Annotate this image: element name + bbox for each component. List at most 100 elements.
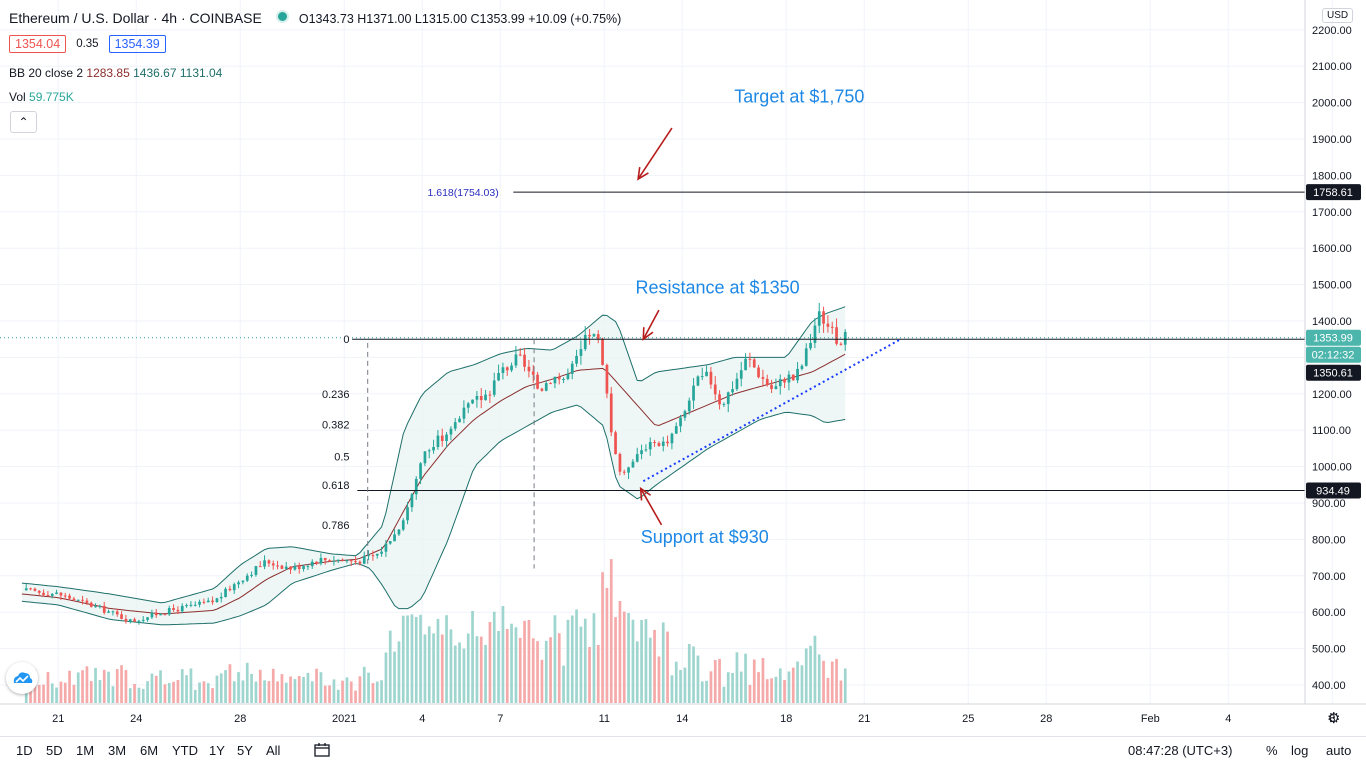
symbol-title[interactable]: Ethereum / U.S. Dollar · 4h · COINBASE (9, 10, 262, 26)
candle-body (731, 389, 734, 393)
candle-body (657, 443, 661, 446)
time-tick-label: 4 (419, 713, 425, 725)
candle-body (419, 463, 422, 479)
volume-bar (258, 669, 262, 703)
volume-bar (42, 684, 45, 703)
volume-bar (514, 627, 518, 703)
time-tick-label: 24 (130, 713, 142, 725)
volume-bar (133, 684, 136, 703)
symbol-legend[interactable]: Ethereum / U.S. Dollar · 4h · COINBASE O1… (9, 10, 621, 26)
volume-bar (102, 669, 106, 703)
volume-bar (72, 684, 76, 703)
bottom-toolbar: 1D 5D 1M 3M 6M YTD 1Y 5Y All 08:47:28 (U… (0, 736, 1366, 769)
candle-body (835, 327, 838, 344)
volume-bar (345, 677, 349, 703)
volume-bar (653, 629, 656, 703)
price-tick-label: 2100.00 (1312, 61, 1352, 73)
candle-body (635, 454, 639, 462)
price-tick-label: 1600.00 (1312, 243, 1352, 255)
collapse-legend-button[interactable]: ⌃ (10, 111, 37, 133)
volume-bar (523, 620, 526, 703)
volume-bar (423, 634, 427, 703)
time-tick-label: 11 (599, 713, 610, 725)
volume-bar (800, 665, 804, 703)
timeframe-6m[interactable]: 6M (140, 743, 159, 758)
axes[interactable]: 2200.00 2100.00 2000.00 1900.00 1800.00 1700.… (0, 0, 1366, 725)
candle-body (791, 374, 795, 381)
timeframe-1d[interactable]: 1D (16, 743, 33, 758)
candle-body (358, 561, 362, 564)
annotations[interactable]: Target at $1,750 Resistance at $1350 Suppo… (636, 87, 902, 547)
volume-bar (63, 682, 67, 703)
volume-bar (89, 681, 93, 703)
volume-bar (50, 683, 54, 703)
volume-bar (796, 661, 799, 703)
auto-scale-toggle[interactable]: auto (1326, 743, 1352, 758)
volume-bar (297, 676, 301, 703)
timeframe-3m[interactable]: 3M (108, 743, 127, 758)
candle-body (111, 611, 115, 613)
tradingview-logo[interactable] (6, 662, 38, 694)
candle-body (609, 393, 613, 433)
volume-bar (176, 680, 180, 703)
volume-bar (232, 681, 236, 703)
candle-body (206, 600, 210, 603)
log-scale-toggle[interactable]: log (1291, 743, 1309, 758)
timeframe-all[interactable]: All (266, 743, 281, 758)
volume-bar (609, 559, 613, 703)
currency-label[interactable]: USD (1322, 8, 1354, 23)
volume-bar (627, 613, 630, 703)
bollinger-bands (21, 306, 846, 626)
candle-body (323, 558, 327, 561)
candle-body (388, 541, 392, 544)
candle-body (735, 378, 739, 390)
volume-bar (774, 676, 778, 703)
timeframe-1y[interactable]: 1Y (209, 743, 225, 758)
volume-bar (631, 619, 635, 703)
gear-icon[interactable]: ⚙ (1327, 710, 1341, 727)
volume-bar (107, 671, 110, 703)
volume-bar (692, 646, 695, 703)
target-axis-label-box (1306, 184, 1361, 201)
sell-button[interactable]: 1354.04 (9, 35, 67, 53)
volume-bar (341, 680, 344, 703)
timeframe-1m[interactable]: 1M (76, 743, 95, 758)
price-chart[interactable]: 1.618(1754.03) 00.2360.3820.50.6180.786 … (0, 0, 1366, 736)
volume-bar (479, 636, 483, 703)
arrow-head (639, 486, 652, 501)
price-tick-label: 800.00 (1312, 534, 1346, 546)
fib-label: 0.5 (334, 451, 349, 463)
buy-button[interactable]: 1354.39 (108, 35, 166, 53)
horizontal-levels[interactable]: 1.618(1754.03) (0, 187, 1305, 491)
fibonacci-retracement[interactable]: 0 0.236 0.382 0.5 0.618 0.786 (322, 334, 535, 569)
volume-bar (739, 671, 743, 703)
fib-label: 0.236 (322, 389, 350, 401)
volume-bar (202, 681, 206, 703)
timeframe-ytd[interactable]: YTD (172, 743, 198, 758)
date-range-icon[interactable] (314, 743, 330, 757)
volume-bar (198, 682, 201, 703)
candle-body (63, 595, 67, 597)
timeframe-5d[interactable]: 5D (46, 743, 63, 758)
volume-bar (445, 615, 448, 703)
volume-bar (120, 665, 123, 703)
timeframe-5y[interactable]: 5Y (237, 743, 253, 758)
candle-body (297, 565, 301, 569)
candle-body (449, 428, 453, 435)
price-tick-label: 1800.00 (1312, 170, 1352, 182)
candle-body (592, 334, 596, 337)
candle-body (596, 334, 600, 339)
candle-body (280, 565, 284, 569)
candle-body (661, 441, 665, 446)
vol-legend[interactable]: Vol 59.775K (9, 90, 74, 104)
candle-body (540, 388, 544, 391)
clock-timezone[interactable]: 08:47:28 (UTC+3) (1128, 743, 1233, 758)
price-tick-label: 500.00 (1312, 644, 1346, 656)
bb-legend[interactable]: BB 20 close 2 1283.85 1436.67 1131.04 (9, 66, 222, 80)
price-tick-label: 1400.00 (1312, 316, 1352, 328)
candle-body (254, 566, 258, 575)
percent-scale-toggle[interactable]: % (1266, 743, 1278, 758)
volume-bar (670, 675, 674, 703)
candle-body (293, 565, 297, 570)
support-annotation: Support at $930 (641, 527, 769, 547)
